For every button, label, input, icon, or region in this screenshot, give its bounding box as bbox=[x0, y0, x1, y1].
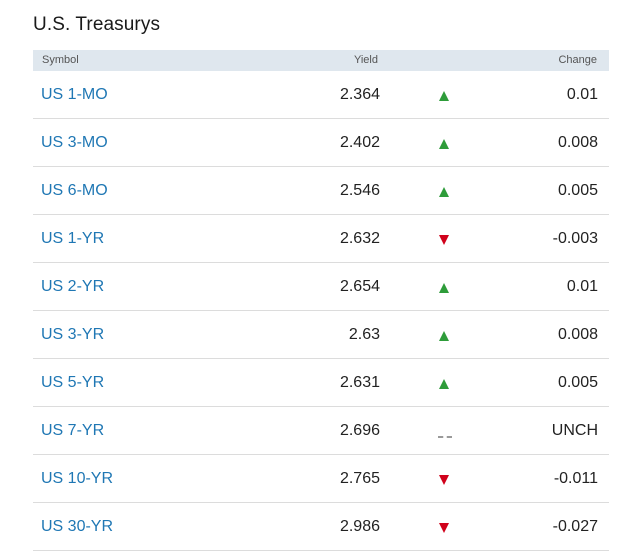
yield-value: 2.63 bbox=[348, 326, 380, 343]
symbol-link[interactable]: US 3-YR bbox=[41, 326, 105, 343]
arrow-up-icon bbox=[438, 330, 452, 344]
yield-value: 2.546 bbox=[339, 182, 380, 199]
yield-value: 2.654 bbox=[339, 278, 380, 295]
header-change: Change bbox=[558, 54, 597, 66]
arrow-up-icon bbox=[438, 378, 452, 392]
arrow-down-icon bbox=[438, 474, 452, 488]
yield-value: 2.696 bbox=[339, 422, 380, 439]
symbol-link[interactable]: US 10-YR bbox=[41, 470, 114, 487]
change-value: 0.01 bbox=[566, 86, 598, 103]
symbol-link[interactable]: US 30-YR bbox=[41, 518, 114, 535]
change-value: 0.005 bbox=[557, 374, 598, 391]
table-row: US 3-MO 2.402 0.008 bbox=[33, 119, 609, 167]
table-row: US 10-YR 2.765 -0.011 bbox=[33, 455, 609, 503]
symbol-link[interactable]: US 3-MO bbox=[41, 134, 108, 151]
table-header: Symbol Yield Change bbox=[33, 50, 609, 71]
table-row: US 1-MO 2.364 0.01 bbox=[33, 71, 609, 119]
yield-value: 2.631 bbox=[339, 374, 380, 391]
arrow-up-icon bbox=[438, 282, 452, 296]
widget-title: U.S. Treasurys bbox=[33, 14, 161, 35]
table-row: US 5-YR 2.631 0.005 bbox=[33, 359, 609, 407]
table-body: US 1-MO 2.364 0.01 US 3-MO 2.402 0.008 US 6-MO… bbox=[33, 71, 609, 551]
table-row: US 6-MO 2.546 0.005 bbox=[33, 167, 609, 215]
change-value: 0.01 bbox=[566, 278, 598, 295]
change-value: 0.008 bbox=[557, 326, 598, 343]
symbol-link[interactable]: US 7-YR bbox=[41, 422, 105, 439]
arrow-up-icon bbox=[438, 138, 452, 152]
table-row: US 1-YR 2.632 -0.003 bbox=[33, 215, 609, 263]
change-value: -0.011 bbox=[553, 470, 598, 487]
change-value: -0.027 bbox=[552, 518, 598, 535]
table-row: US 30-YR 2.986 -0.027 bbox=[33, 503, 609, 551]
change-value: UNCH bbox=[551, 422, 598, 439]
table-row: US 2-YR 2.654 0.01 bbox=[33, 263, 609, 311]
symbol-link[interactable]: US 6-MO bbox=[41, 182, 108, 199]
arrow-up-icon bbox=[438, 186, 452, 200]
symbol-link[interactable]: US 5-YR bbox=[41, 374, 105, 391]
symbol-link[interactable]: US 1-YR bbox=[41, 230, 105, 247]
change-value: 0.008 bbox=[557, 134, 598, 151]
yield-value: 2.402 bbox=[339, 134, 380, 151]
change-value: -0.003 bbox=[552, 230, 598, 247]
table-row: US 7-YR 2.696 UNCH bbox=[33, 407, 609, 455]
header-yield: Yield bbox=[353, 54, 378, 66]
arrow-up-icon bbox=[438, 90, 452, 104]
yield-value: 2.765 bbox=[339, 470, 380, 487]
symbol-link[interactable]: US 2-YR bbox=[41, 278, 105, 295]
yield-value: 2.364 bbox=[339, 86, 380, 103]
header-symbol: Symbol bbox=[42, 54, 79, 66]
table-row: US 3-YR 2.63 0.008 bbox=[33, 311, 609, 359]
unchanged-dash-icon bbox=[438, 426, 452, 440]
yield-value: 2.632 bbox=[339, 230, 380, 247]
arrow-down-icon bbox=[438, 234, 452, 248]
treasurys-table: Symbol Yield Change US 1-MO 2.364 0.01 US 3… bbox=[33, 50, 609, 551]
yield-value: 2.986 bbox=[339, 518, 380, 535]
symbol-link[interactable]: US 1-MO bbox=[41, 86, 108, 103]
change-value: 0.005 bbox=[557, 182, 598, 199]
arrow-down-icon bbox=[438, 522, 452, 536]
